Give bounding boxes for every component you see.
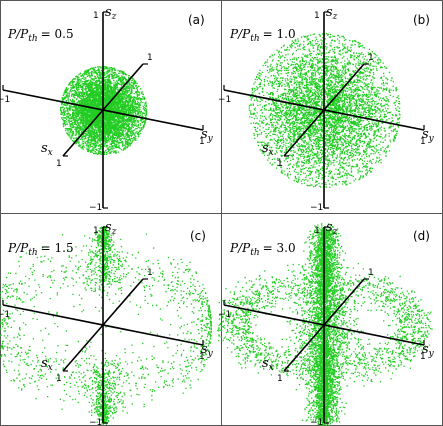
tick-label-sy-pos: 1 xyxy=(199,137,205,147)
tick-label-sx-back: 1 xyxy=(368,268,374,278)
tick-label-sz-pos: 1 xyxy=(314,226,320,236)
tick-label-sx-back: 1 xyxy=(147,268,153,278)
ratio-label: P/Pth = 1.0 xyxy=(229,27,296,44)
tick-label-sx-back: 1 xyxy=(147,53,153,63)
tick-label-sx-pos: 1 xyxy=(277,374,283,384)
sx-axis-label: sx xyxy=(262,141,274,158)
tick-label-sz-pos: 1 xyxy=(93,11,99,21)
tick-label-sz-neg: −1 xyxy=(310,203,323,213)
sz-axis-label: sz xyxy=(105,220,117,237)
tick-label-sy-pos: 1 xyxy=(199,352,205,362)
sx-axis xyxy=(62,324,104,372)
sy-axis-label: sy xyxy=(422,127,435,144)
sx-axis-label: sx xyxy=(41,356,53,373)
tick-label-sz-pos: 1 xyxy=(93,226,99,236)
ratio-label: P/Pth = 0.5 xyxy=(7,27,74,44)
tick-label-sy-neg: −1 xyxy=(0,95,10,105)
tick-label-sz-neg: −1 xyxy=(310,418,323,426)
scatter-points xyxy=(0,226,212,425)
tick-label-sy-neg: −1 xyxy=(218,95,231,105)
panel-label: (b) xyxy=(413,13,430,27)
tick-label-sx-pos: 1 xyxy=(56,159,62,169)
sx-axis xyxy=(283,109,325,157)
sx-axis-label: sx xyxy=(41,141,53,158)
sx-axis-back xyxy=(102,63,144,111)
tick-label-sy-pos: 1 xyxy=(420,137,426,147)
sy-axis-label: sy xyxy=(201,342,214,359)
tick-label-sx-pos: 1 xyxy=(277,159,283,169)
sy-axis-label: sy xyxy=(422,342,435,359)
tick-label-sz-neg: −1 xyxy=(89,418,102,426)
tick-label-sz-neg: −1 xyxy=(89,203,102,213)
sx-axis-back xyxy=(102,278,144,326)
sx-axis xyxy=(283,324,325,372)
panel-label: (a) xyxy=(188,13,205,27)
panel-label: (d) xyxy=(413,229,430,243)
sx-axis-back xyxy=(323,278,365,326)
tick-label-sx-back: 1 xyxy=(368,53,374,63)
tick-label-sz-pos: 1 xyxy=(314,11,320,21)
tick-label-sy-pos: 1 xyxy=(420,352,426,362)
scatter-cloud xyxy=(0,226,212,425)
ratio-label: P/Pth = 3.0 xyxy=(229,241,296,258)
sx-axis-label: sx xyxy=(262,356,274,373)
sz-axis-label: sz xyxy=(326,220,338,237)
sy-axis-label: sy xyxy=(201,127,214,144)
panel-label: (c) xyxy=(190,229,206,243)
tick-label-sy-neg: −1 xyxy=(0,310,10,320)
sz-axis-label: sz xyxy=(326,5,338,22)
sx-axis xyxy=(62,109,104,157)
ratio-label: P/Pth = 1.5 xyxy=(7,241,74,258)
tick-label-sy-neg: −1 xyxy=(218,310,231,320)
sx-axis-back xyxy=(323,63,365,111)
tick-label-sx-pos: 1 xyxy=(56,374,62,384)
sz-axis-label: sz xyxy=(105,5,117,22)
